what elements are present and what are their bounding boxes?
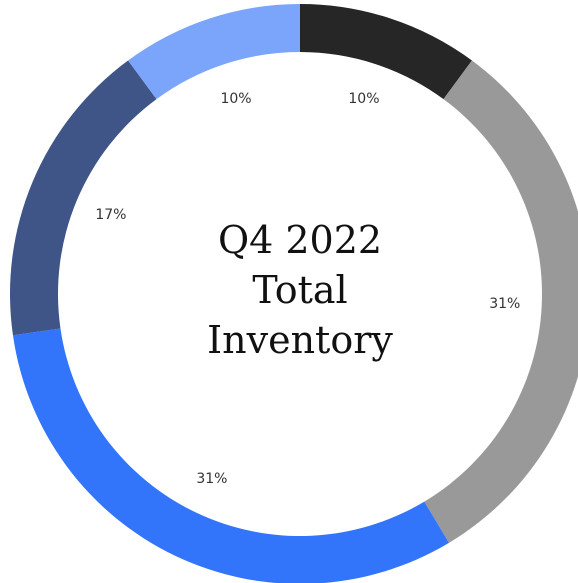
data-label: 31% <box>196 471 227 487</box>
donut-segment <box>424 60 578 543</box>
donut-segment <box>300 4 472 100</box>
donut-segment <box>128 4 300 100</box>
donut-segment <box>12 328 449 583</box>
data-label: 17% <box>95 207 126 223</box>
donut-segment <box>10 60 157 336</box>
data-label: 31% <box>489 296 520 312</box>
data-label: 10% <box>348 91 379 107</box>
data-label: 10% <box>220 91 251 107</box>
chart-title: Q4 2022 Total Inventory <box>207 218 393 362</box>
